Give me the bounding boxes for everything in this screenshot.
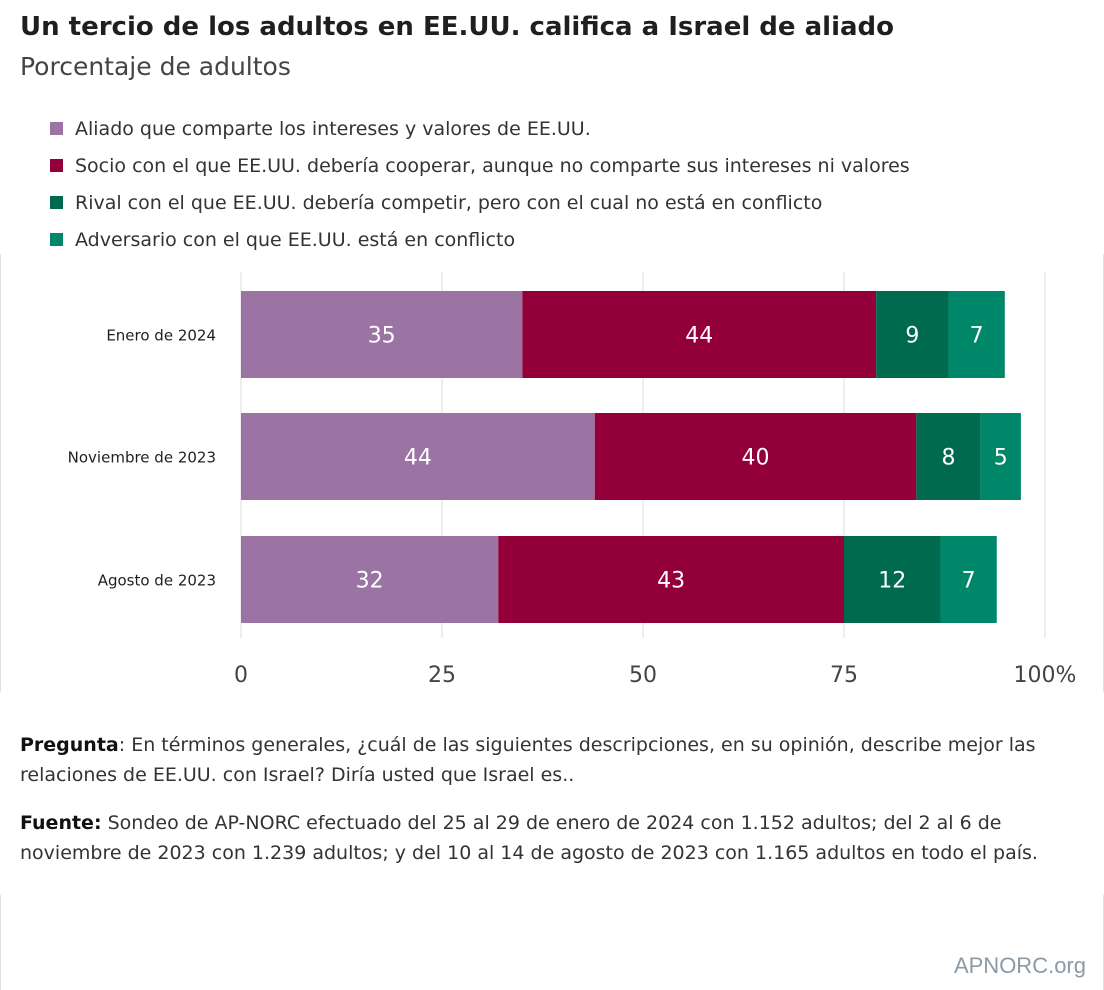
x-tick-label: 25 [428, 663, 456, 688]
legend-item-adversario: Adversario con el que EE.UU. está en con… [50, 221, 910, 258]
footer-frame [0, 895, 1104, 990]
chart-title: Un tercio de los adultos en EE.UU. calif… [20, 12, 894, 42]
x-tick-label: 50 [629, 663, 657, 688]
bar-segment [876, 291, 949, 378]
source-text: Sondeo de AP-NORC efectuado del 25 al 29… [20, 812, 1038, 864]
x-tick-label: 100% [1014, 663, 1077, 688]
bar-segment [980, 413, 1021, 500]
bar-segment [844, 536, 941, 623]
bar-segment [241, 291, 523, 378]
bar-segment [940, 536, 997, 623]
legend-label-socio: Socio con el que EE.UU. debería cooperar… [75, 154, 910, 177]
data-label: 44 [685, 324, 713, 349]
data-label: 40 [742, 446, 770, 471]
legend-label-aliado: Aliado que comparte los intereses y valo… [75, 117, 591, 140]
source-note: Fuente: Sondeo de AP-NORC efectuado del … [20, 808, 1084, 868]
data-label: 9 [905, 324, 919, 349]
chart-subtitle: Porcentaje de adultos [20, 52, 291, 81]
category-label: Noviembre de 2023 [68, 449, 216, 467]
category-label: Enero de 2024 [106, 327, 216, 345]
bar-segment [241, 413, 595, 500]
bar-segment [594, 413, 917, 500]
legend-swatch-aliado [50, 122, 63, 135]
apnorc-logo: APNORC.org [953, 953, 1086, 978]
legend-item-rival: Rival con el que EE.UU. debería competir… [50, 184, 910, 221]
legend: Aliado que comparte los intereses y valo… [50, 110, 910, 258]
question-label: Pregunta [20, 734, 119, 756]
legend-swatch-socio [50, 159, 63, 172]
source-label: Fuente: [20, 812, 102, 834]
legend-label-adversario: Adversario con el que EE.UU. está en con… [75, 228, 516, 251]
bar-segment [522, 291, 877, 378]
bar-segment [498, 536, 844, 623]
data-label: 7 [970, 324, 984, 349]
legend-swatch-rival [50, 196, 63, 209]
category-label: Agosto de 2023 [98, 572, 216, 590]
legend-label-rival: Rival con el que EE.UU. debería competir… [75, 191, 823, 214]
data-label: 5 [994, 446, 1008, 471]
data-label: 43 [657, 569, 685, 594]
x-tick-label: 0 [234, 663, 248, 688]
data-label: 7 [962, 569, 976, 594]
bar-segment [916, 413, 981, 500]
data-label: 32 [356, 569, 384, 594]
x-tick-label: 75 [830, 663, 858, 688]
bar-segment [241, 536, 499, 623]
question-text: : En términos generales, ¿cuál de las si… [20, 734, 1036, 786]
stacked-bar-chart: 0 25 50 75 100%Enero de 2024 35 44 9 7Noviembre … [68, 272, 1077, 688]
data-label: 35 [368, 324, 396, 349]
data-label: 44 [404, 446, 432, 471]
bar-segment [948, 291, 1005, 378]
legend-item-socio: Socio con el que EE.UU. debería cooperar… [50, 147, 910, 184]
legend-swatch-adversario [50, 233, 63, 246]
question-note: Pregunta: En términos generales, ¿cuál d… [20, 730, 1084, 790]
data-label: 12 [878, 569, 906, 594]
legend-item-aliado: Aliado que comparte los intereses y valo… [50, 110, 910, 147]
data-label: 8 [942, 446, 956, 471]
